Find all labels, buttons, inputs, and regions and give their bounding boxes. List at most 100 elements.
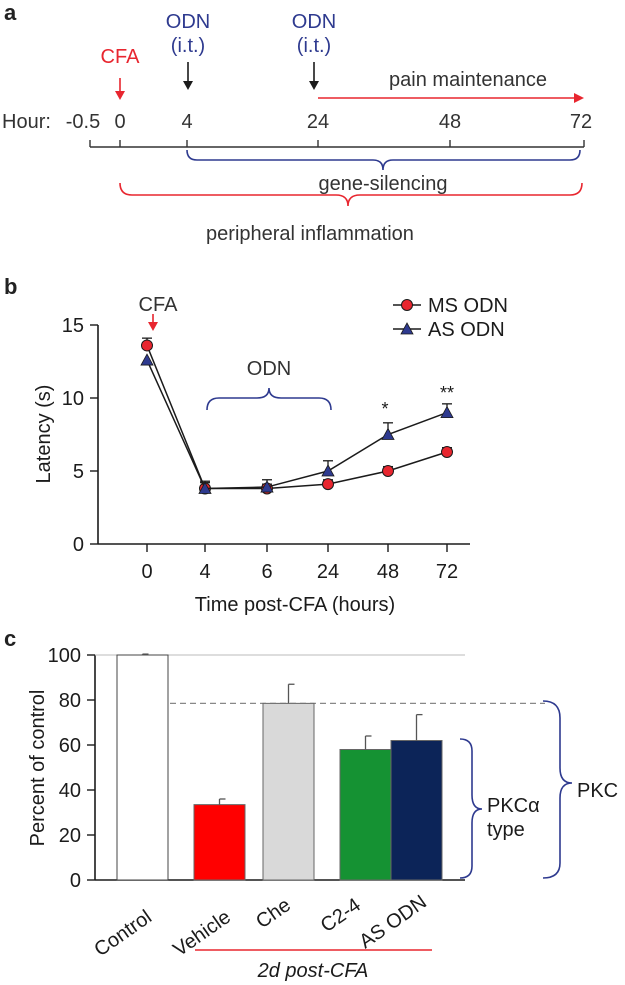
cfa-label-b: CFA (139, 294, 179, 316)
data-point-ms (441, 446, 453, 459)
panel-b: b 0 5 10 15 0 4 6 24 48 72 Latency (s) Time post… (4, 274, 508, 616)
hour-axis-ticks (89, 140, 585, 147)
percent-y-tick-label: 100 (48, 645, 81, 667)
inflammation-brace (119, 182, 583, 207)
hour-tick-label: 0 (114, 111, 125, 133)
odn2-arrow-head (309, 81, 319, 90)
data-point-as (381, 427, 395, 440)
panel-a-letter: a (4, 0, 17, 25)
bar-vehicle (193, 798, 246, 881)
pkca-brace (459, 738, 483, 879)
pkca-label: PKCα (487, 795, 540, 817)
bar-che (262, 683, 315, 881)
data-point-as (440, 405, 454, 419)
bar-c2-4 (339, 735, 392, 881)
gene-silencing-brace (186, 149, 581, 171)
series-ms-odn (141, 337, 453, 495)
latency-y-tick-label: 0 (73, 534, 84, 556)
panel-a: a CFA ODN (i.t.) ODN (i.t.) pain mainten… (2, 0, 592, 245)
odn-label-b: ODN (247, 358, 291, 380)
hour-tick-label: 72 (570, 111, 592, 133)
percent-y-tick-label: 40 (59, 780, 81, 802)
post-cfa-group-label: 2d post-CFA (257, 960, 369, 982)
hour-tick-label: 48 (439, 111, 461, 133)
odn2-sublabel: (i.t.) (297, 35, 331, 57)
pkca-type-label: type (487, 819, 525, 841)
latency-y-tick-label: 10 (62, 388, 84, 410)
bar (116, 654, 169, 881)
bar (193, 804, 246, 881)
latency-x-tick-label: 72 (436, 561, 458, 583)
latency-legend: MS ODN AS ODN (393, 295, 508, 341)
hour-tick-label: 4 (181, 111, 192, 133)
pain-arrow-head (574, 93, 584, 103)
series-line (146, 359, 448, 490)
bar-category-label: Che (252, 894, 295, 933)
latency-x-ticks: 0 4 6 24 48 72 (141, 544, 458, 583)
hour-tick-label: -0.5 (66, 111, 100, 133)
odn1-arrow-head (183, 81, 193, 90)
percent-y-axis-label: Percent of control (27, 690, 49, 847)
panel-c-letter: c (4, 626, 16, 651)
latency-x-axis-label: Time post-CFA (hours) (195, 594, 395, 616)
latency-x-tick-label: 6 (261, 561, 272, 583)
panel-b-letter: b (4, 274, 17, 299)
latency-series (140, 337, 454, 495)
legend-label-as: AS ODN (428, 319, 505, 341)
data-point-ms (141, 339, 153, 352)
pain-maintenance-label: pain maintenance (389, 69, 547, 91)
data-point-ms (382, 465, 394, 477)
bar-category-label: AS ODN (355, 891, 430, 953)
pkc-label: PKC (577, 780, 618, 802)
bar-category-label: C2-4 (317, 894, 365, 937)
percent-bars (116, 653, 443, 881)
bar (390, 740, 443, 881)
percent-y-tick-label: 60 (59, 735, 81, 757)
latency-y-tick-label: 5 (73, 461, 84, 483)
latency-x-tick-label: 48 (377, 561, 399, 583)
bar (339, 749, 392, 881)
hour-tick-label: 24 (307, 111, 329, 133)
pkc-brace (542, 700, 573, 879)
odn-brace-b (206, 387, 332, 411)
significance-48h: * (381, 399, 388, 419)
cfa-arrow-head (115, 91, 125, 100)
odn1-label: ODN (166, 11, 210, 33)
latency-y-axis-label: Latency (s) (33, 385, 55, 484)
percent-y-tick-label: 0 (70, 870, 81, 892)
significance-72h: ** (440, 383, 454, 403)
legend-label-ms: MS ODN (428, 295, 508, 317)
latency-x-tick-label: 0 (141, 561, 152, 583)
data-point-as (260, 480, 274, 493)
percent-y-tick-label: 20 (59, 825, 81, 847)
latency-y-tick-label: 15 (62, 315, 84, 337)
hour-ticks: -0.5 0 4 24 48 72 (66, 111, 592, 133)
latency-y-ticks: 0 5 10 15 (62, 315, 98, 556)
hour-label: Hour: (2, 111, 51, 133)
series-as-odn (140, 353, 454, 494)
cfa-arrow-b-head (148, 322, 158, 331)
data-point-as (198, 481, 212, 494)
odn2-label: ODN (292, 11, 336, 33)
bar-category-label: Vehicle (169, 906, 234, 961)
gene-silencing-label: gene-silencing (319, 173, 448, 195)
panel-c: c 0 20 40 60 80 100 Control Vehicle Che C2-4AS O… (4, 626, 618, 982)
legend-marker-ms (401, 299, 413, 311)
cfa-label: CFA (101, 46, 141, 68)
legend-marker-as (400, 322, 414, 335)
data-point-ms (322, 478, 334, 491)
bar-category-label: Control (90, 906, 155, 961)
percent-y-tick-label: 80 (59, 690, 81, 712)
data-point-as (140, 353, 154, 366)
latency-x-tick-label: 4 (199, 561, 210, 583)
percent-y-ticks: 0 20 40 60 80 100 (48, 645, 95, 892)
peripheral-inflammation-label: peripheral inflammation (206, 223, 414, 245)
data-point-as (321, 464, 335, 477)
bar (262, 702, 315, 881)
odn1-sublabel: (i.t.) (171, 35, 205, 57)
bar-control (116, 653, 169, 881)
bar-as-odn (390, 713, 443, 881)
series-line (146, 345, 448, 490)
latency-x-tick-label: 24 (317, 561, 339, 583)
